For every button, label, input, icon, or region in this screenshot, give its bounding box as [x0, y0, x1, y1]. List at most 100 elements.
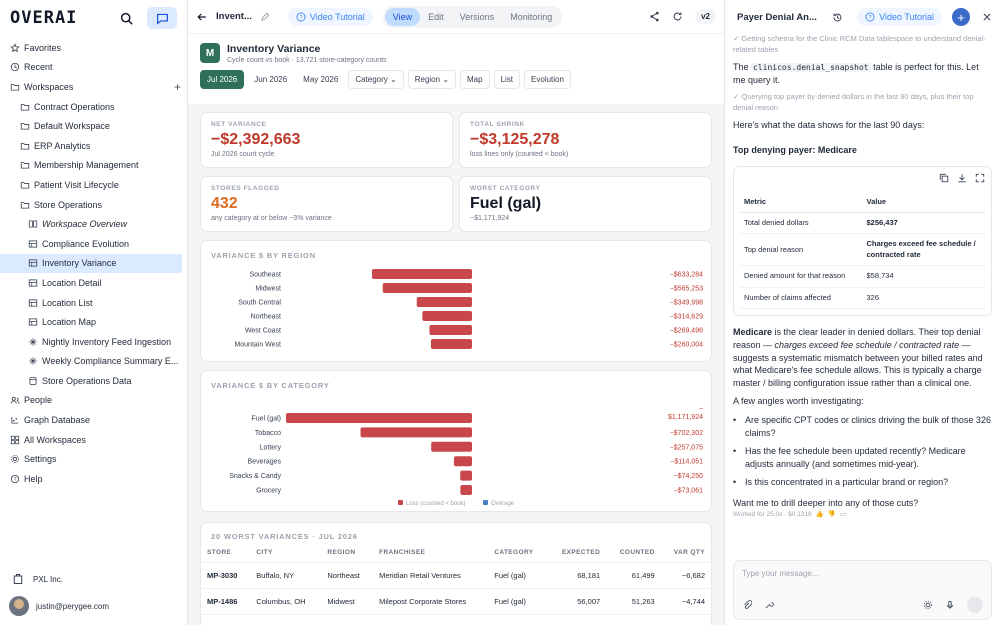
user-menu[interactable]: justin@perygee.com — [0, 591, 187, 621]
col-category[interactable]: CATEGORY — [488, 543, 548, 563]
sidebar-item-patient-visit-lifecycle[interactable]: Patient Visit Lifecycle — [0, 175, 187, 195]
refresh-icon[interactable] — [672, 11, 683, 22]
sidebar-item-graph-database[interactable]: Graph Database — [0, 410, 187, 430]
org-switcher[interactable]: PXL Inc. — [0, 567, 187, 591]
sidebar-item-people[interactable]: People — [0, 391, 187, 411]
sidebar-item-settings[interactable]: Settings — [0, 449, 187, 469]
bar-grocery[interactable] — [460, 485, 472, 495]
sidebar-item-workspace-overview[interactable]: Workspace Overview — [0, 214, 187, 234]
msg-text: The — [733, 62, 749, 72]
bar-lottery[interactable] — [431, 441, 472, 452]
col-store[interactable]: STORE — [201, 543, 251, 563]
month-jul-2026[interactable]: Jul 2026 — [200, 70, 245, 89]
sidebar-item-erp-analytics[interactable]: ERP Analytics — [0, 136, 187, 156]
search-button[interactable] — [111, 7, 141, 29]
bar-northeast[interactable] — [422, 311, 472, 321]
sidebar-item-location-list[interactable]: Location List — [0, 293, 187, 313]
bar-snacks-candy[interactable] — [460, 470, 472, 481]
send-button[interactable] — [967, 597, 983, 613]
cell-metric: Top denial reason — [740, 233, 863, 267]
bar-mountain-west[interactable] — [430, 339, 472, 349]
video-tutorial-button[interactable]: ? Video Tutorial — [287, 7, 373, 26]
sidebar-item-location-map[interactable]: Location Map — [0, 312, 187, 332]
tools-icon[interactable] — [764, 600, 774, 610]
comment-icon[interactable]: ▭ — [839, 510, 846, 518]
msg-text: is the clear leader in denied dollars. T… — [733, 327, 981, 350]
table-row[interactable]: MP-3030 Buffalo, NY Northeast Meridian R… — [201, 562, 711, 589]
bar-fuel-gal-[interactable] — [286, 413, 472, 423]
folder-icon — [18, 180, 31, 190]
download-icon[interactable] — [957, 173, 967, 183]
bar-southeast[interactable] — [372, 269, 472, 279]
bullet-text: Are specific CPT codes or clinics drivin… — [745, 414, 991, 438]
add-workspace-icon[interactable]: + — [173, 79, 181, 94]
sidebar-item-default-workspace[interactable]: Default Workspace — [0, 116, 187, 136]
sidebar-item-membership-management[interactable]: Membership Management — [0, 156, 187, 176]
settings-icon[interactable] — [923, 600, 933, 610]
col-city[interactable]: CITY — [250, 543, 322, 563]
message-input[interactable]: Type your message... — [733, 560, 992, 620]
cell-metric: Denied amount for that reason — [740, 265, 863, 288]
tab-versions[interactable]: Versions — [459, 11, 495, 22]
thumbs-down-icon[interactable]: 👎 — [827, 510, 836, 518]
view-map-button[interactable]: Map — [460, 70, 490, 89]
sidebar-item-store-operations-data[interactable]: Store Operations Data — [0, 371, 187, 391]
category-tick-label: Tobacco — [255, 430, 281, 437]
sidebar-item-store-operations[interactable]: Store Operations — [0, 195, 187, 215]
share-icon[interactable] — [649, 11, 660, 22]
workflow-icon — [26, 356, 39, 366]
month-may-2026[interactable]: May 2026 — [297, 71, 345, 88]
sidebar-item-compliance-evolution[interactable]: Compliance Evolution — [0, 234, 187, 254]
bar-beverages[interactable] — [453, 456, 472, 467]
bar-west-coast[interactable] — [429, 325, 472, 335]
region-dropdown[interactable]: Region ⌄ — [407, 70, 457, 89]
chat-toggle-button[interactable] — [147, 7, 177, 29]
cell-region: Northeast — [321, 562, 374, 589]
value-label: − $1,171,924 — [668, 406, 703, 421]
new-chat-button[interactable]: + — [952, 8, 970, 26]
chat-video-tutorial-button[interactable]: ? Video Tutorial — [857, 8, 942, 26]
sidebar-item-weekly-compliance-summary-e[interactable]: Weekly Compliance Summary E... — [0, 352, 187, 372]
cell-expected: 56,007 — [547, 588, 607, 615]
sidebar-item-contract-operations[interactable]: Contract Operations — [0, 97, 187, 117]
month-jun-2026[interactable]: Jun 2026 — [248, 71, 294, 88]
expand-icon[interactable] — [975, 173, 985, 183]
value-label: −$349,998 — [670, 300, 703, 307]
col-region[interactable]: REGION — [321, 543, 374, 563]
view-list-button[interactable]: List — [493, 70, 521, 89]
sidebar-item-nightly-inventory-feed-ingestion[interactable]: Nightly Inventory Feed Ingestion — [0, 332, 187, 352]
bar-south-central[interactable] — [416, 297, 472, 307]
col-counted[interactable]: COUNTED — [606, 543, 661, 563]
sidebar-item-favorites[interactable]: Favorites — [0, 38, 187, 58]
microphone-icon[interactable] — [945, 600, 955, 610]
sidebar-item-inventory-variance[interactable]: Inventory Variance — [0, 253, 182, 274]
version-badge[interactable]: v2 — [695, 9, 716, 24]
sidebar-item-workspaces[interactable]: Workspaces + — [0, 77, 187, 97]
col-var-qty[interactable]: VAR QTY — [660, 543, 711, 563]
view-evolution-button[interactable]: Evolution — [524, 70, 571, 89]
sidebar-item-help[interactable]: ? Help — [0, 469, 187, 489]
tab-monitoring[interactable]: Monitoring — [510, 11, 553, 22]
col-franchisee[interactable]: FRANCHISEE — [373, 543, 489, 563]
bar-midwest[interactable] — [382, 283, 472, 293]
thumbs-up-icon[interactable]: 👍 — [815, 510, 824, 518]
sidebar-item-location-detail[interactable]: Location Detail — [0, 273, 187, 293]
close-icon[interactable] — [982, 12, 992, 22]
sidebar-item-all-workspaces[interactable]: All Workspaces — [0, 430, 187, 450]
category-dropdown[interactable]: Category ⌄ — [348, 70, 404, 89]
history-icon[interactable] — [832, 12, 843, 23]
copy-icon[interactable] — [939, 173, 949, 183]
category-tick-label: Fuel (gal) — [251, 416, 281, 423]
col-expected[interactable]: EXPECTED — [547, 543, 607, 563]
sidebar-item-recent[interactable]: Recent — [0, 58, 187, 78]
back-arrow-icon[interactable] — [196, 11, 208, 23]
search-icon — [120, 12, 133, 25]
attach-icon[interactable] — [742, 600, 752, 610]
bar-tobacco[interactable] — [360, 427, 472, 438]
edit-pencil-icon[interactable] — [260, 12, 270, 22]
tab-view[interactable]: View — [384, 7, 421, 26]
chevron-down-icon: ⌄ — [390, 75, 397, 84]
table-toolbar — [740, 173, 985, 187]
tab-edit[interactable]: Edit — [428, 11, 444, 22]
table-row[interactable]: MP-1486 Columbus, OH Midwest Milepost Co… — [201, 588, 711, 615]
